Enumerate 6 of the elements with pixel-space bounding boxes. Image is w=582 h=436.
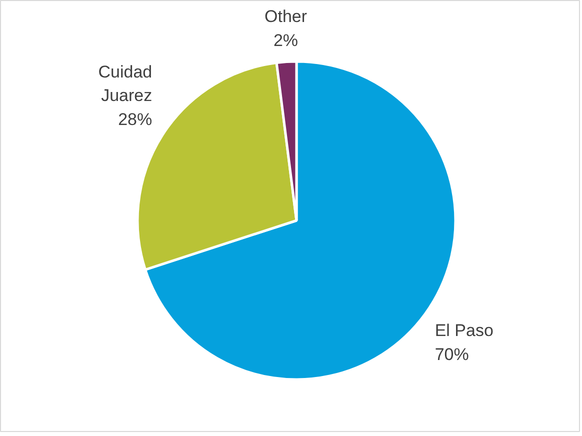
- slice-label: Cuidad Juarez: [98, 62, 152, 106]
- data-label: 2%: [273, 30, 298, 50]
- data-label: 70%: [434, 344, 469, 364]
- slice-label: Other: [264, 7, 308, 26]
- data-label: 28%: [118, 110, 152, 129]
- slice-label: El Paso: [434, 321, 494, 340]
